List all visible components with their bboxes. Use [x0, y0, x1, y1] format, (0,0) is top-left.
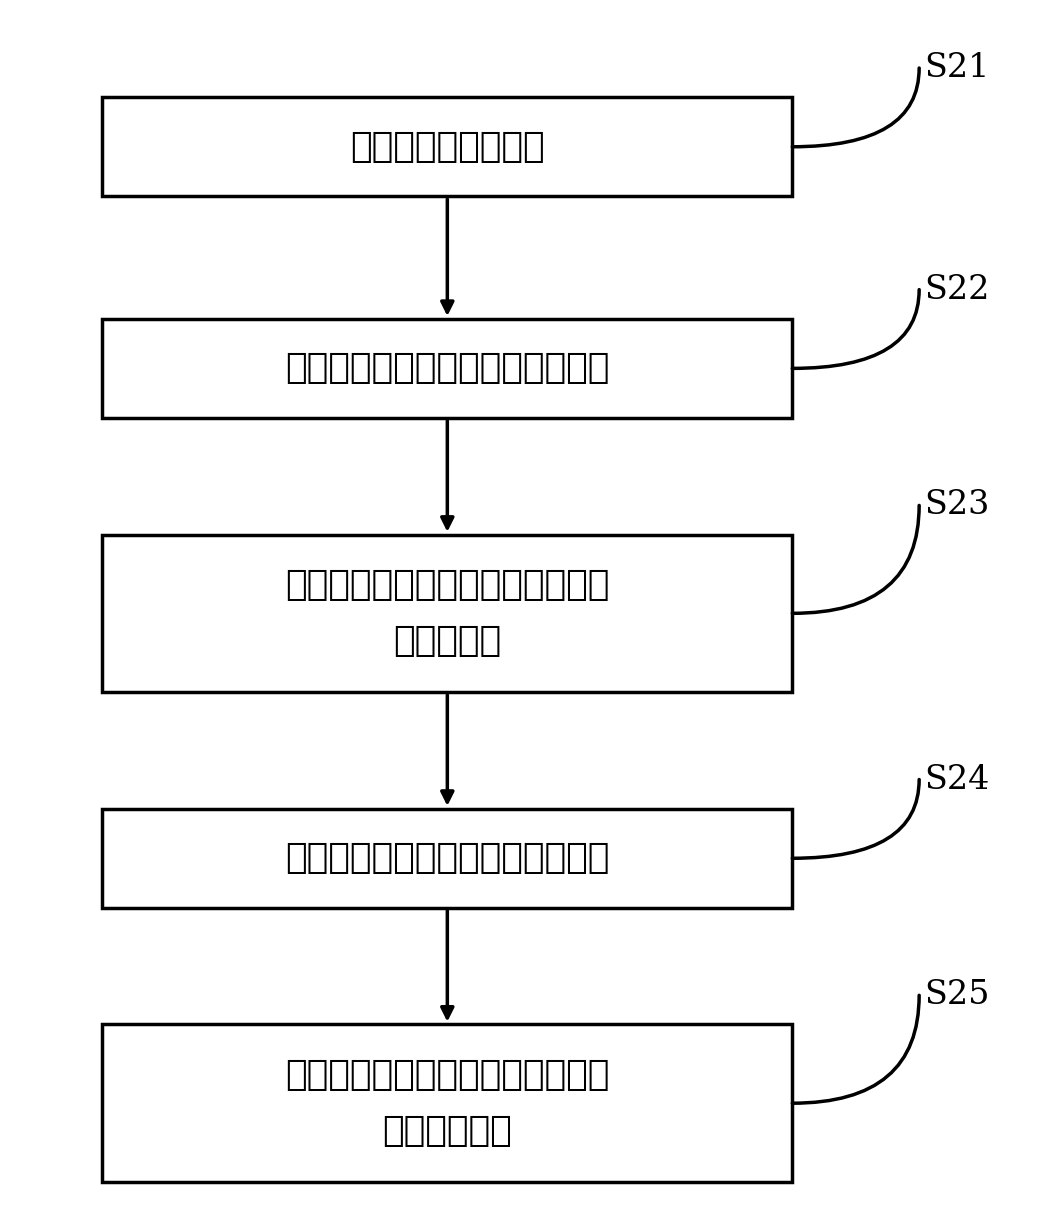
- FancyBboxPatch shape: [103, 1024, 793, 1182]
- Text: 基于网格，同时对至少两个子计算: 基于网格，同时对至少两个子计算: [285, 1058, 610, 1092]
- FancyBboxPatch shape: [103, 97, 793, 197]
- Text: 区域进行计算: 区域进行计算: [383, 1114, 513, 1148]
- FancyBboxPatch shape: [103, 318, 793, 418]
- Text: S21: S21: [924, 52, 989, 84]
- Text: S22: S22: [924, 273, 989, 306]
- Text: 将计算区域划分为多个子计算区域: 将计算区域划分为多个子计算区域: [285, 841, 610, 875]
- Text: 对三维模型上定义的计算区域进行: 对三维模型上定义的计算区域进行: [285, 569, 610, 603]
- Text: S23: S23: [924, 490, 989, 521]
- Text: 根据特征数据构建血管的三维模型: 根据特征数据构建血管的三维模型: [285, 351, 610, 385]
- Text: S24: S24: [924, 763, 989, 796]
- FancyBboxPatch shape: [103, 535, 793, 693]
- Text: S25: S25: [924, 979, 989, 1011]
- Text: 离散化处理: 离散化处理: [393, 625, 501, 659]
- Text: 获取血管的特征数据: 获取血管的特征数据: [350, 130, 544, 164]
- FancyBboxPatch shape: [103, 809, 793, 908]
